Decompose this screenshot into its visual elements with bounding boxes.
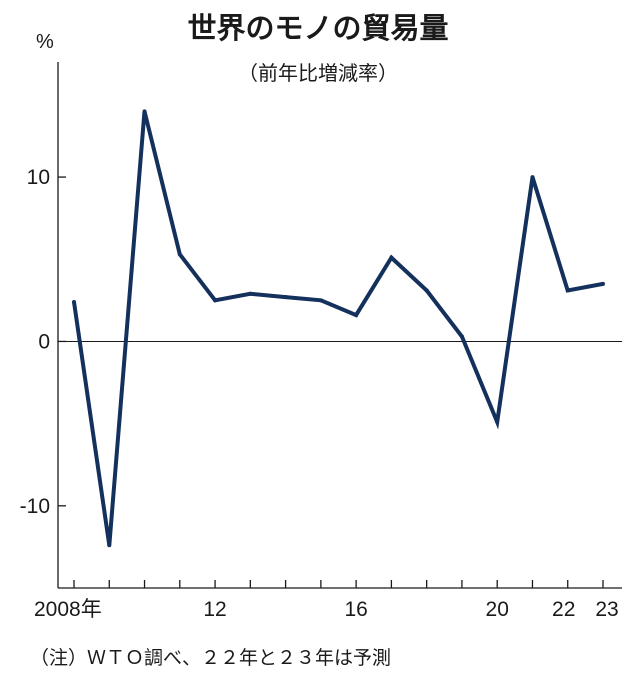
data-point [530, 175, 535, 180]
data-point [389, 255, 394, 260]
y-tick-label: 10 [27, 166, 50, 189]
data-points [72, 109, 605, 548]
data-point [318, 298, 323, 303]
data-point [424, 288, 429, 293]
data-point [565, 288, 570, 293]
data-point [283, 295, 288, 300]
data-point [459, 334, 464, 339]
y-ticks: 10 0 -10 [20, 166, 66, 518]
x-tick-label: 20 [486, 598, 509, 621]
data-point [495, 419, 500, 424]
x-tick-label: 2008年 [34, 598, 102, 621]
data-point [354, 313, 359, 318]
data-point [213, 298, 218, 303]
x-tick-label: 23 [595, 598, 618, 621]
series-group [72, 110, 604, 546]
x-ticks [73, 580, 604, 588]
x-tick-labels: 2008年 12 16 20 22 23 [34, 598, 619, 621]
chart-note: （注）ＷＴＯ調べ、２２年と２３年は予測 [30, 647, 391, 669]
series-line [72, 110, 604, 546]
data-point [601, 281, 605, 286]
y-axis-unit: % [36, 31, 54, 53]
chart-subtitle: （前年比増減率） [238, 61, 398, 85]
y-tick-label: 0 [38, 330, 50, 353]
data-point [177, 252, 182, 257]
data-point [142, 109, 147, 114]
x-tick-label: 16 [344, 598, 367, 621]
data-point [72, 299, 76, 304]
data-point [248, 291, 253, 296]
data-point [107, 543, 112, 548]
y-tick-label: -10 [20, 495, 50, 518]
x-tick-label: 22 [552, 598, 575, 621]
axes [57, 62, 622, 589]
x-tick-label: 12 [203, 598, 226, 621]
chart-title: 世界のモノの貿易量 [187, 11, 448, 45]
